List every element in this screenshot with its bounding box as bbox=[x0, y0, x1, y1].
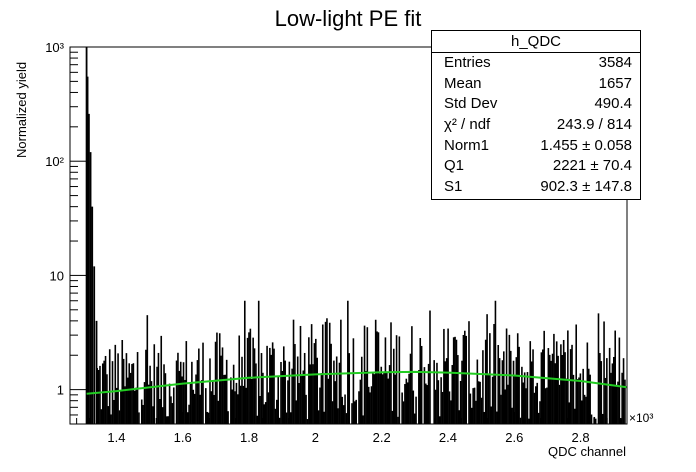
stats-value: 1657 bbox=[598, 74, 632, 92]
x-tick-label: 1.6 bbox=[174, 430, 192, 445]
x-tick-label: 1.4 bbox=[107, 430, 125, 445]
x-tick-label: 2 bbox=[312, 430, 319, 445]
stats-value: 3584 bbox=[598, 54, 632, 71]
stats-row-s1: S1 902.3 ± 147.8 bbox=[432, 177, 640, 198]
stats-row-mean: Mean 1657 bbox=[432, 74, 640, 95]
plot-frame bbox=[69, 46, 628, 425]
stats-value: 1.455 ± 0.058 bbox=[540, 136, 632, 154]
stats-box: h_QDC Entries 3584 Mean 1657 Std Dev 490.4 … bbox=[431, 30, 641, 200]
stats-label: χ² / ndf bbox=[444, 116, 491, 134]
stats-label: Std Dev bbox=[444, 95, 498, 113]
chart-title: Low-light PE fit bbox=[274, 6, 422, 31]
x-axis-label: QDC channel bbox=[547, 444, 626, 459]
stats-value: 902.3 ± 147.8 bbox=[540, 178, 632, 196]
stats-label: Norm1 bbox=[444, 136, 490, 154]
x-tick-label: 2.4 bbox=[439, 430, 457, 445]
stats-value: 490.4 bbox=[594, 95, 632, 113]
stats-row-entries: Entries 3584 bbox=[432, 53, 640, 74]
stats-value: 2221 ± 70.4 bbox=[552, 157, 632, 175]
y-axis-label: Normalized yield bbox=[14, 61, 29, 158]
x-multiplier: ×10³ bbox=[629, 411, 653, 425]
stats-box-title: h_QDC bbox=[432, 31, 640, 53]
stats-label: Entries bbox=[444, 54, 491, 71]
stats-label: Mean bbox=[444, 74, 482, 92]
x-tick-label: 1.8 bbox=[240, 430, 258, 445]
stats-row-chi2: χ² / ndf 243.9 / 814 bbox=[432, 115, 640, 136]
x-tick-label: 2.2 bbox=[373, 430, 391, 445]
stats-label: Q1 bbox=[444, 157, 465, 175]
fit-curve bbox=[86, 370, 628, 395]
y-tick-label: 10 bbox=[50, 268, 64, 283]
stats-value: 243.9 / 814 bbox=[556, 116, 632, 134]
x-tick-label: 2.6 bbox=[505, 430, 523, 445]
y-tick-label: 10² bbox=[45, 154, 64, 169]
stats-row-norm1: Norm1 1.455 ± 0.058 bbox=[432, 136, 640, 157]
stats-row-std-dev: Std Dev 490.4 bbox=[432, 94, 640, 115]
x-tick-label: 2.8 bbox=[572, 430, 590, 445]
stats-row-q1: Q1 2221 ± 70.4 bbox=[432, 156, 640, 177]
stats-label: S1 bbox=[444, 178, 463, 196]
y-tick-label: 10³ bbox=[45, 40, 64, 55]
y-tick-label: 1 bbox=[57, 383, 64, 398]
